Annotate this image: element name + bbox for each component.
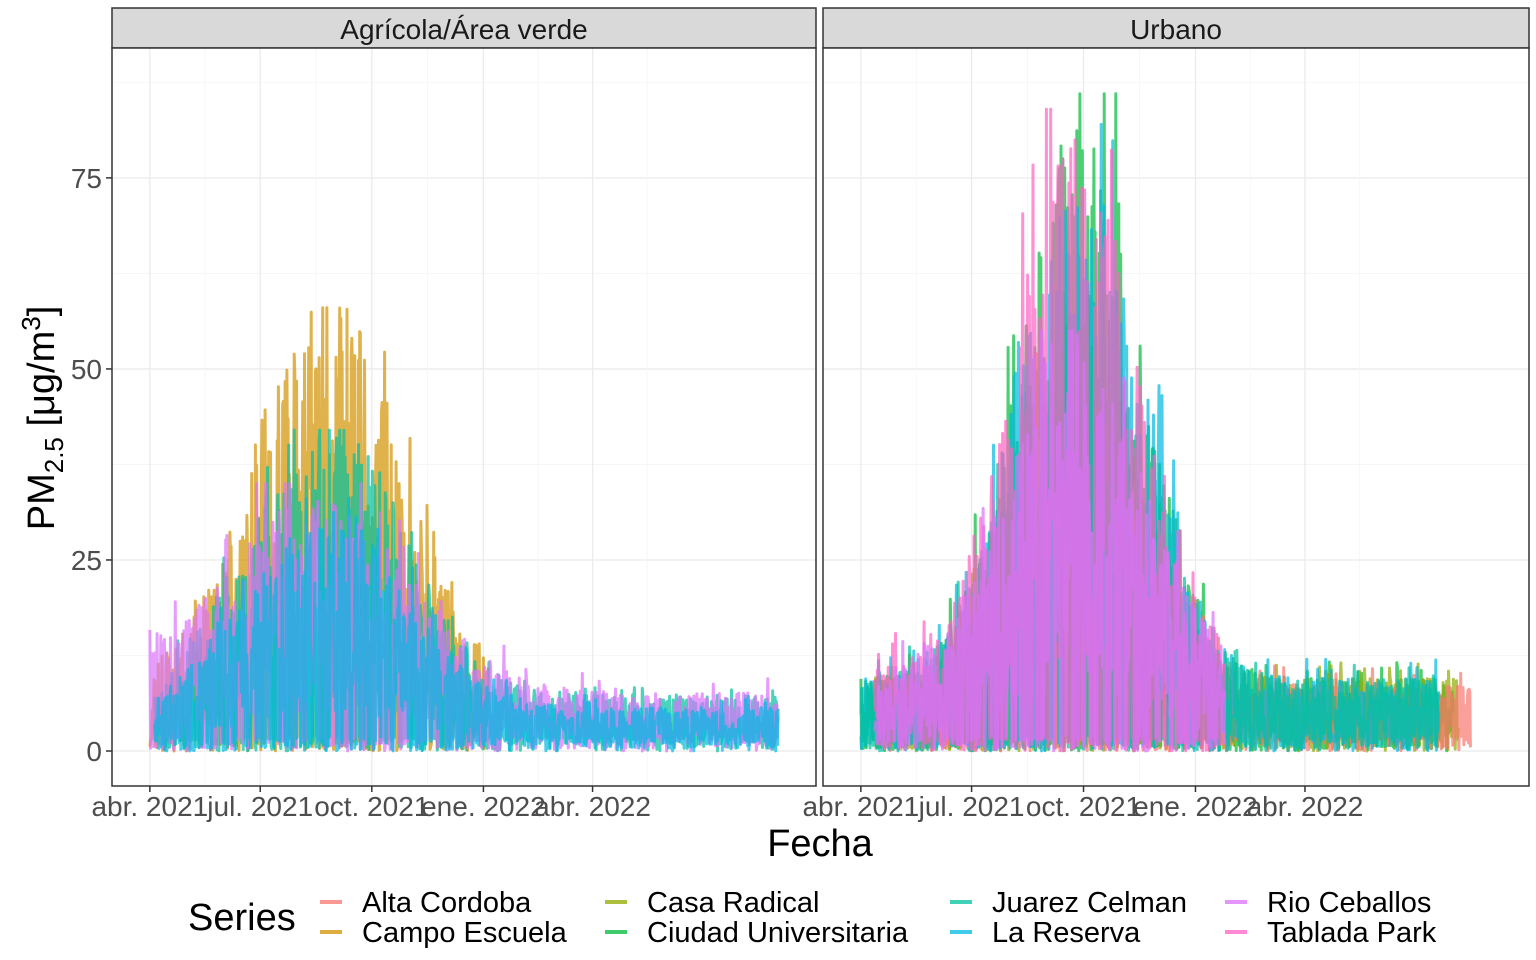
y-axis: 0 25 50 75 (71, 163, 112, 767)
legend-label: Juarez Celman (992, 887, 1187, 919)
facet-panel-left: Agrícola/Área verde (111, 7, 817, 787)
series-left (148, 306, 780, 753)
legend-label: Rio Ceballos (1267, 887, 1431, 919)
x-tick-label: jul. 2021 (206, 791, 313, 822)
legend-label: Campo Escuela (362, 917, 568, 949)
facet-strip-right (822, 7, 1530, 49)
legend-label: La Reserva (992, 917, 1141, 949)
grid-left (112, 48, 816, 786)
x-tick-label: abr. 2021 (91, 791, 208, 822)
facet-label-right: Urbano (1130, 14, 1222, 45)
y-axis-title-main: PM (21, 473, 63, 530)
y-axis-title-sup: 3 (16, 316, 46, 330)
plot-border-left (111, 47, 817, 787)
y-tick-label: 25 (71, 545, 102, 576)
x-tick-label: jul. 2021 (918, 791, 1025, 822)
y-axis-title-close: ] (21, 306, 63, 317)
legend-label: Alta Cordoba (362, 887, 532, 919)
y-axis-title-sub: 2.5 (39, 437, 69, 473)
plot-border-right (822, 47, 1530, 787)
y-tick-label: 50 (71, 354, 102, 385)
series-line (153, 497, 780, 753)
x-tick-label: oct. 2021 (1026, 791, 1141, 822)
x-tick-label: ene. 2022 (421, 791, 546, 822)
x-tick-label: abr. 2022 (1247, 791, 1364, 822)
facet-label-left: Agrícola/Área verde (340, 14, 587, 45)
legend-title: Series (188, 897, 296, 939)
x-tick-label: ene. 2022 (1133, 791, 1258, 822)
x-tick-label: oct. 2021 (314, 791, 429, 822)
facet-strip-left (111, 7, 817, 49)
x-tick-label: abr. 2022 (534, 791, 651, 822)
y-tick-label: 75 (71, 163, 102, 194)
x-tick-label: abr. 2021 (802, 791, 919, 822)
legend-label: Tablada Park (1267, 917, 1437, 949)
legend-label: Casa Radical (647, 887, 819, 919)
legend-label: Ciudad Universitaria (647, 917, 909, 949)
series-line (872, 329, 1227, 753)
facet-panel-right: Urbano (822, 7, 1530, 787)
x-axis-title: Fecha (767, 823, 873, 865)
y-axis-title-unit: [μg/m (21, 331, 63, 437)
series-right (859, 92, 1472, 753)
y-tick-label: 0 (86, 736, 102, 767)
y-axis-title: PM2.5 [μg/m3] (16, 306, 69, 531)
